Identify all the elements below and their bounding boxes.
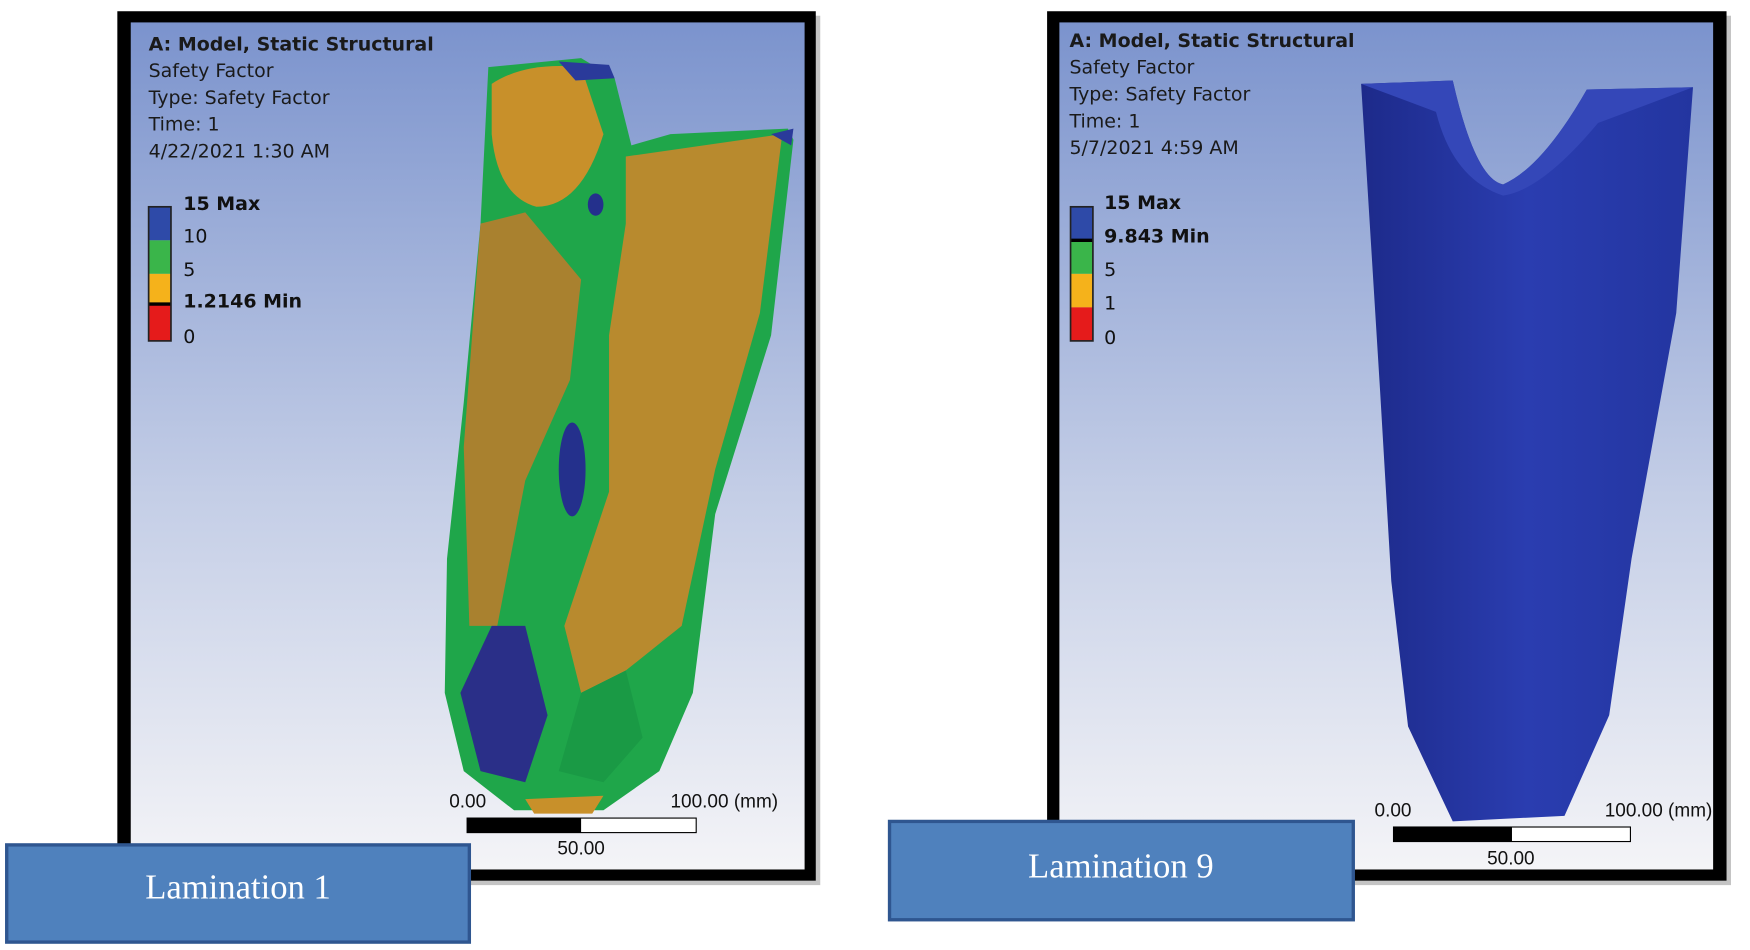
header-line: A: Model, Static Structural [149,33,434,55]
header-line: 5/7/2021 4:59 AM [1069,137,1238,159]
scale-bar [466,817,697,834]
scale-label: 0.00 [449,791,486,812]
caption-box [5,843,472,944]
header-line: Type: Safety Factor [148,87,330,109]
scale-label: 100.00 (mm) [1605,800,1713,821]
model [1361,80,1694,822]
header-line: 4/22/2021 1:30 AM [149,141,330,163]
legend-label: 15 Max [183,193,260,215]
model [444,58,794,814]
header-line: A: Model, Static Structural [1069,30,1354,52]
header-line: Type: Safety Factor [1068,84,1250,106]
caption-box [887,819,1355,922]
legend-bar [1069,205,1094,342]
scale-label: 50.00 [1487,848,1535,869]
scale-bar [1392,826,1631,843]
header-line: Safety Factor [1069,57,1194,79]
header-line: Time: 1 [148,114,220,136]
legend-label: 9.843 Min [1104,225,1210,247]
caption: Lamination 1 [145,869,331,907]
legend-label: 0 [183,326,195,348]
legend-bar [147,205,172,342]
legend-label: 1 [1104,293,1116,315]
scale-label: 0.00 [1375,800,1412,821]
legend-label: 15 Max [1104,192,1181,214]
header-line: Safety Factor [149,60,274,82]
legend-label: 1.2146 Min [183,290,302,312]
header-line: Time: 1 [1068,110,1140,132]
legend-label: 0 [1104,327,1116,349]
scale-label: 50.00 [557,838,605,859]
legend-label: 5 [183,259,195,281]
scale-label: 100.00 (mm) [670,791,778,812]
caption: Lamination 9 [1028,847,1214,885]
legend-label: 5 [1104,259,1116,281]
legend-label: 10 [183,225,207,247]
